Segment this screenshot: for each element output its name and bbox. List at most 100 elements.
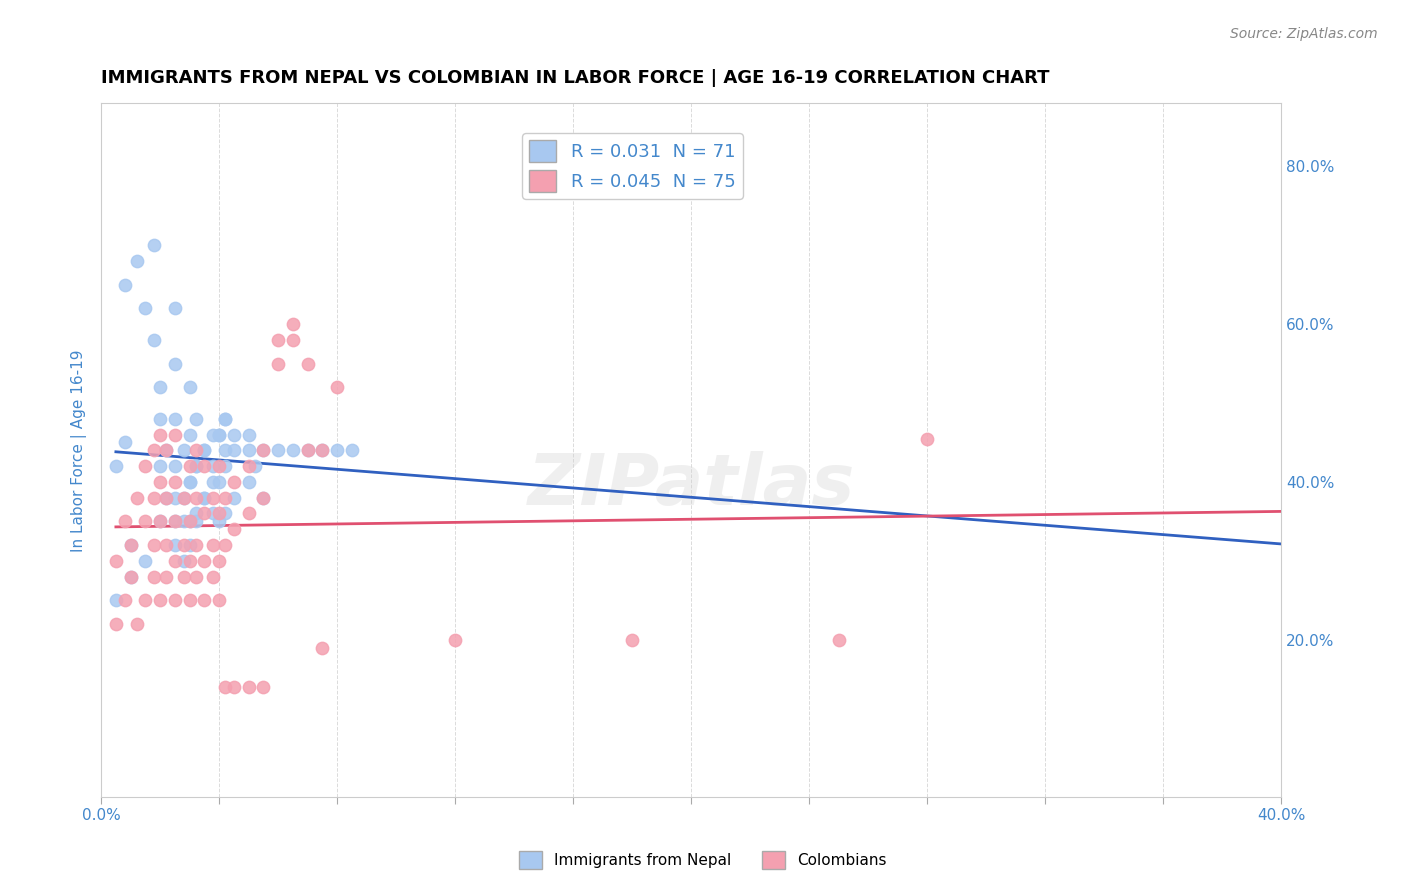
- Point: [149, 475, 172, 489]
- Point: [179, 475, 201, 489]
- Point: [114, 593, 136, 607]
- Point: [202, 459, 225, 474]
- Point: [173, 569, 195, 583]
- Point: [134, 514, 156, 528]
- Point: [155, 443, 177, 458]
- Point: [297, 357, 319, 371]
- Point: [243, 459, 266, 474]
- Point: [125, 254, 148, 268]
- Point: [125, 616, 148, 631]
- Point: [173, 443, 195, 458]
- Point: [163, 593, 186, 607]
- Point: [184, 507, 207, 521]
- Point: [208, 427, 231, 442]
- Point: [163, 412, 186, 426]
- Point: [120, 569, 142, 583]
- Legend: R = 0.031  N = 71, R = 0.045  N = 75: R = 0.031 N = 71, R = 0.045 N = 75: [522, 133, 742, 199]
- Point: [222, 680, 245, 694]
- Point: [311, 443, 333, 458]
- Point: [149, 459, 172, 474]
- Point: [311, 443, 333, 458]
- Point: [238, 443, 260, 458]
- Point: [155, 491, 177, 505]
- Point: [202, 427, 225, 442]
- Point: [214, 443, 236, 458]
- Point: [163, 475, 186, 489]
- Point: [828, 632, 851, 647]
- Text: 40.0%: 40.0%: [1257, 808, 1306, 823]
- Point: [214, 459, 236, 474]
- Point: [193, 593, 215, 607]
- Point: [193, 491, 215, 505]
- Point: [184, 491, 207, 505]
- Point: [163, 491, 186, 505]
- Point: [238, 680, 260, 694]
- Point: [179, 475, 201, 489]
- Point: [173, 514, 195, 528]
- Point: [163, 427, 186, 442]
- Point: [208, 427, 231, 442]
- Point: [134, 301, 156, 316]
- Point: [143, 333, 166, 347]
- Point: [214, 680, 236, 694]
- Point: [184, 412, 207, 426]
- Point: [163, 357, 186, 371]
- Point: [163, 538, 186, 552]
- Point: [173, 538, 195, 552]
- Point: [202, 538, 225, 552]
- Point: [143, 569, 166, 583]
- Point: [252, 680, 274, 694]
- Point: [120, 569, 142, 583]
- Point: [184, 459, 207, 474]
- Point: [267, 357, 290, 371]
- Point: [184, 538, 207, 552]
- Point: [267, 333, 290, 347]
- Point: [202, 491, 225, 505]
- Point: [120, 538, 142, 552]
- Point: [281, 443, 304, 458]
- Point: [149, 593, 172, 607]
- Point: [281, 333, 304, 347]
- Point: [208, 507, 231, 521]
- Point: [149, 412, 172, 426]
- Point: [149, 514, 172, 528]
- Point: [281, 317, 304, 331]
- Point: [104, 616, 127, 631]
- Point: [222, 491, 245, 505]
- Point: [297, 443, 319, 458]
- Point: [179, 514, 201, 528]
- Point: [173, 491, 195, 505]
- Point: [222, 475, 245, 489]
- Point: [326, 443, 349, 458]
- Point: [155, 569, 177, 583]
- Point: [214, 538, 236, 552]
- Point: [114, 514, 136, 528]
- Point: [179, 427, 201, 442]
- Point: [917, 432, 939, 446]
- Point: [163, 301, 186, 316]
- Point: [155, 443, 177, 458]
- Y-axis label: In Labor Force | Age 16-19: In Labor Force | Age 16-19: [72, 349, 87, 551]
- Point: [179, 554, 201, 568]
- Point: [208, 459, 231, 474]
- Text: 0.0%: 0.0%: [82, 808, 121, 823]
- Point: [155, 491, 177, 505]
- Point: [179, 593, 201, 607]
- Point: [326, 380, 349, 394]
- Point: [238, 427, 260, 442]
- Point: [104, 554, 127, 568]
- Point: [173, 491, 195, 505]
- Point: [444, 632, 467, 647]
- Point: [104, 593, 127, 607]
- Point: [149, 427, 172, 442]
- Point: [149, 514, 172, 528]
- Point: [143, 238, 166, 252]
- Point: [163, 459, 186, 474]
- Point: [143, 443, 166, 458]
- Point: [163, 554, 186, 568]
- Point: [252, 443, 274, 458]
- Point: [184, 569, 207, 583]
- Point: [173, 554, 195, 568]
- Point: [184, 443, 207, 458]
- Point: [184, 514, 207, 528]
